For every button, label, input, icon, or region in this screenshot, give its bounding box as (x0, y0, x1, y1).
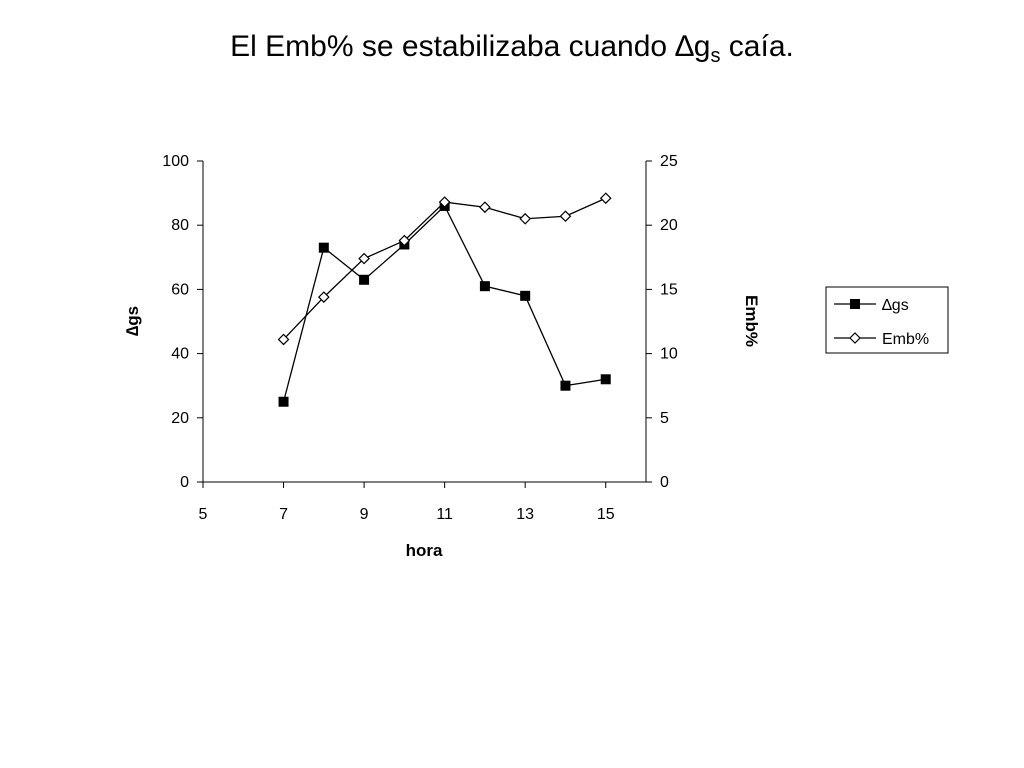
x-tick-label: 9 (360, 506, 369, 523)
data-point-delta-gs (318, 242, 329, 253)
series-line-emb (283, 197, 606, 340)
x-tick-label: 5 (199, 506, 208, 523)
x-tick-label: 13 (516, 506, 534, 523)
y-axis-right-title: Emb% (742, 295, 761, 347)
y-right-tick-label: 20 (660, 217, 678, 234)
y-left-tick-label: 100 (162, 153, 189, 170)
title-tail: caía. (720, 30, 794, 63)
legend-label-delta-gs: ∆gs (882, 297, 909, 314)
x-tick-label: 11 (436, 506, 453, 523)
y-left-tick-label: 40 (171, 346, 189, 363)
data-point-emb (358, 252, 370, 265)
slide-title: El Emb% se estabilizaba cuando ∆gs caía. (0, 30, 1024, 68)
data-point-emb (599, 192, 612, 205)
series-line-delta-gs (282, 204, 606, 402)
y-right-tick-label: 5 (660, 410, 669, 427)
data-point-emb (398, 234, 411, 247)
data-point-emb (519, 212, 532, 225)
legend: ∆gs Emb% (825, 286, 949, 354)
legend-marker-delta-gs (850, 299, 860, 309)
data-point-delta-gs (278, 396, 289, 407)
x-tick-label: 7 (279, 506, 288, 523)
legend-label-emb: Emb% (882, 331, 929, 348)
data-point-delta-gs (359, 274, 370, 285)
y-right-tick-label: 0 (660, 474, 669, 491)
data-point-emb (438, 196, 451, 208)
data-point-delta-gs (600, 374, 611, 385)
data-point-delta-gs (520, 290, 531, 301)
x-axis-title: hora (406, 541, 443, 560)
y-left-tick-label: 0 (180, 474, 189, 491)
series-layer (277, 192, 612, 407)
y-left-tick-label: 80 (171, 217, 189, 234)
title-main: El Emb% se estabilizaba cuando (230, 30, 676, 63)
data-point-emb (559, 210, 572, 223)
series-delta-gs (278, 200, 611, 407)
y-axis-left-title: ∆gs (123, 306, 142, 336)
y-left-tick-label: 20 (171, 410, 189, 427)
data-point-emb (277, 333, 290, 346)
y-left-tick-label: 60 (171, 281, 189, 298)
data-point-delta-gs (479, 281, 490, 292)
y-right-tick-label: 15 (660, 281, 678, 298)
data-point-emb (317, 291, 330, 303)
title-delta: ∆g (675, 30, 711, 63)
legend-marker-emb (849, 332, 861, 344)
x-tick-label: 15 (597, 506, 615, 523)
legend-box (825, 286, 949, 354)
data-point-emb (479, 201, 491, 214)
y-right-tick-label: 10 (660, 346, 678, 363)
y-right-tick-label: 25 (660, 153, 678, 170)
series-emb (277, 192, 612, 346)
data-point-delta-gs (560, 380, 571, 391)
title-subscript: s (710, 45, 721, 67)
